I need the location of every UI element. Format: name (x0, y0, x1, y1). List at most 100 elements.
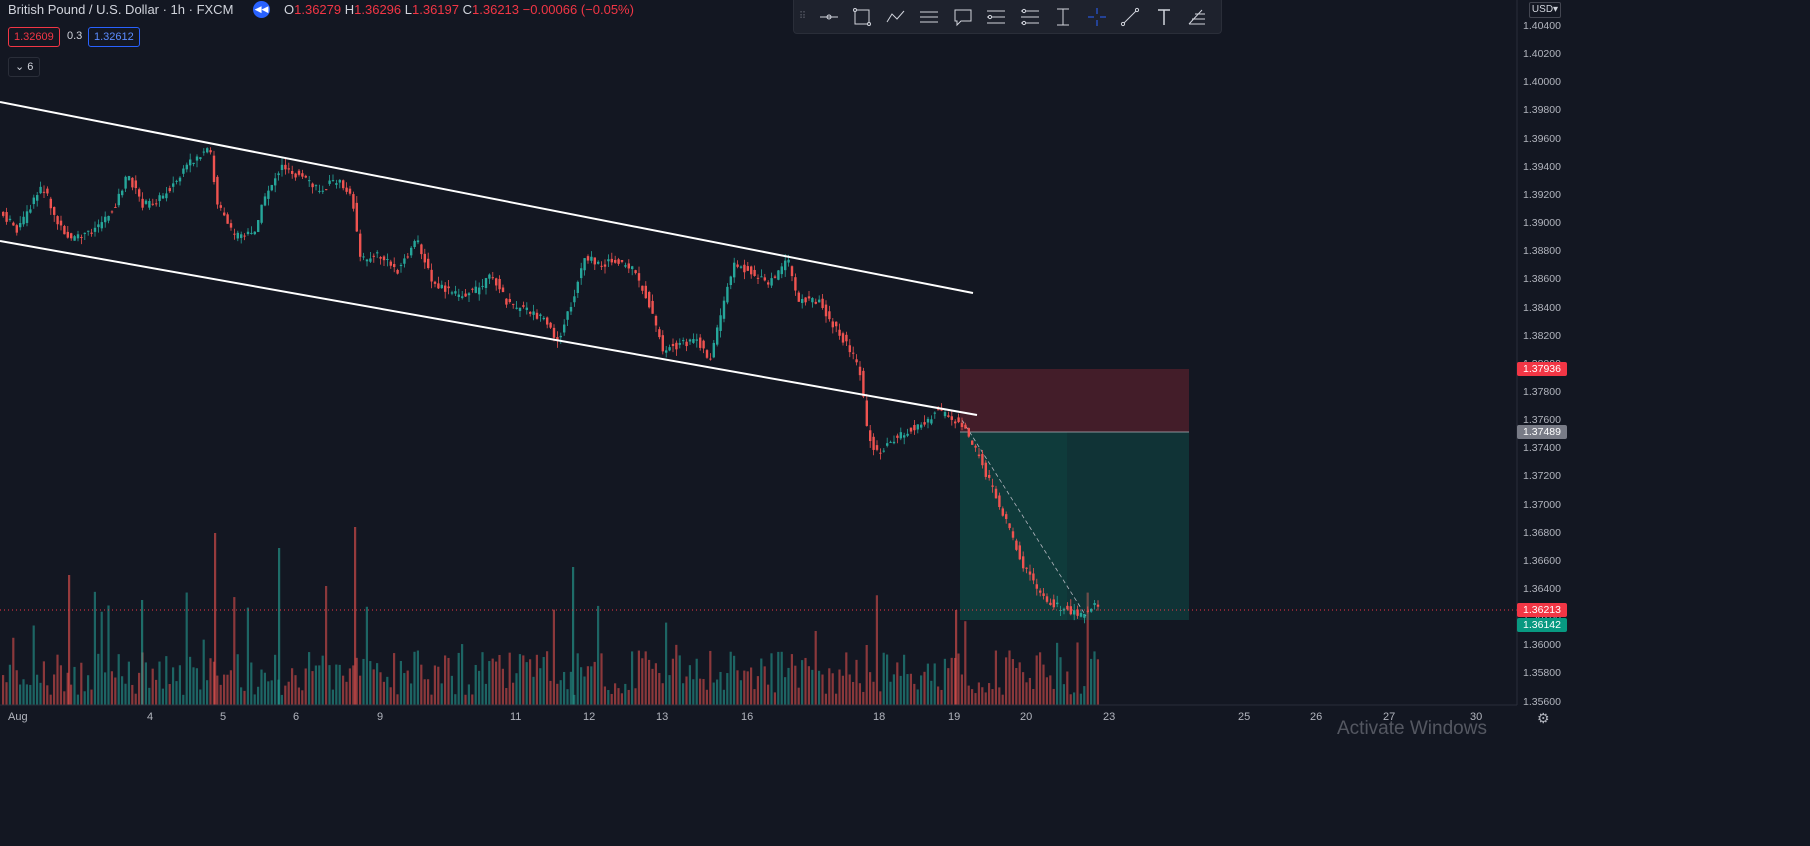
long-position-icon[interactable] (980, 0, 1014, 33)
candle (998, 495, 1001, 508)
indicators-toggle[interactable]: ⌄ 6 (8, 57, 41, 77)
candle (243, 235, 246, 237)
volume-bar (161, 688, 164, 705)
volume-bar (835, 693, 838, 705)
currency-selector[interactable]: USD▾ (1529, 2, 1561, 18)
candle (862, 370, 865, 397)
take-profit-zone[interactable] (960, 432, 1189, 620)
rectangle-icon[interactable] (846, 0, 880, 33)
candle (641, 285, 644, 291)
volume-bar (767, 684, 770, 705)
volume-bar (393, 653, 396, 705)
volume-bar (399, 660, 402, 705)
volume-bar (260, 669, 263, 705)
candle (192, 162, 195, 165)
candle (100, 222, 103, 229)
candle (620, 259, 624, 262)
volume-bar (134, 693, 137, 705)
rewind-icon[interactable]: ◀◀ (253, 1, 270, 18)
candle (474, 286, 477, 293)
gear-icon[interactable]: ⚙ (1537, 710, 1550, 726)
volume-bar (569, 671, 572, 705)
candle (586, 256, 590, 261)
volume-bar (379, 672, 382, 705)
volume-bar (957, 653, 960, 705)
candle (600, 265, 603, 267)
candle (87, 230, 90, 232)
candle (39, 186, 42, 194)
drag-handle-icon[interactable]: ⠿ (798, 11, 808, 22)
candle (559, 335, 562, 338)
crosshair-icon[interactable] (1080, 0, 1114, 33)
candle (682, 340, 685, 342)
volume-bar (233, 597, 236, 705)
symbol-title[interactable]: British Pound / U.S. Dollar · 1h · FXCM (8, 2, 234, 17)
candle (899, 432, 902, 439)
volume-bar (423, 679, 426, 705)
candle (529, 311, 532, 314)
candle (709, 358, 712, 360)
sell-button[interactable]: 1.32609 (8, 27, 60, 47)
candle (36, 195, 39, 201)
candle (739, 266, 743, 268)
price-tick-label: 1.39000 (1523, 217, 1561, 230)
candle (284, 164, 287, 170)
candle (484, 278, 488, 288)
candle (569, 306, 573, 312)
volume-bar (787, 667, 790, 705)
volume-bar (811, 669, 814, 705)
candle (444, 285, 447, 292)
volume-bar (352, 665, 355, 705)
volume-bar (668, 675, 671, 705)
volume-bar (165, 656, 168, 705)
callout-icon[interactable] (946, 0, 980, 33)
parallel-channel-icon[interactable] (913, 0, 947, 33)
indicators-count: 6 (27, 61, 34, 73)
candle (471, 288, 474, 290)
candle (644, 285, 647, 299)
volume-bar (2, 675, 5, 705)
time-tick-label: 4 (147, 711, 154, 723)
candle (338, 179, 341, 183)
volume-bar (1049, 675, 1052, 705)
price-range-icon[interactable] (1047, 0, 1081, 33)
volume-bar (301, 690, 304, 705)
candle (607, 259, 610, 262)
candle (719, 315, 722, 331)
volume-bar (733, 655, 736, 705)
volume-bar (447, 657, 450, 705)
candle (427, 258, 430, 269)
candle (512, 303, 515, 305)
volume-bar (852, 681, 855, 705)
text-icon[interactable] (1147, 0, 1181, 33)
fib-retracement-icon[interactable] (1181, 0, 1215, 33)
volume-bar (321, 655, 324, 705)
short-position-icon[interactable] (1013, 0, 1047, 33)
volume-bar (192, 667, 195, 705)
channel-upper-line[interactable] (0, 101, 974, 294)
candle (131, 177, 134, 188)
horizontal-ray-icon[interactable] (812, 0, 846, 33)
candle (1039, 590, 1042, 593)
volume-bar (1042, 664, 1045, 705)
volume-bar (342, 675, 345, 705)
volume-bar (886, 654, 889, 705)
candle (610, 258, 613, 263)
trend-line-icon[interactable] (1114, 0, 1148, 33)
volume-bar (1056, 642, 1059, 705)
channel-lower-line[interactable] (0, 240, 978, 416)
volume-bar (875, 595, 878, 705)
candle (821, 298, 824, 308)
volume-bar (597, 605, 600, 705)
path-icon[interactable] (879, 0, 913, 33)
volume-bar (25, 684, 28, 705)
volume-bar (178, 665, 181, 705)
candle (515, 307, 518, 309)
candle (852, 352, 855, 354)
candle (906, 433, 909, 436)
volume-bar (382, 681, 385, 705)
buy-button[interactable]: 1.32612 (88, 27, 140, 47)
volume-bar (566, 689, 569, 705)
stop-loss-zone[interactable] (960, 369, 1189, 432)
